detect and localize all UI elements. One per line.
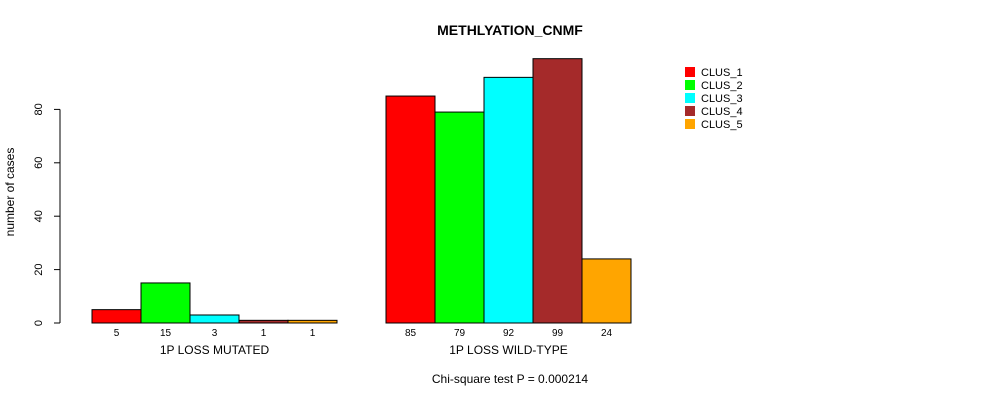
legend-item: CLUS_4 (685, 106, 743, 118)
group-label: 1P LOSS MUTATED (160, 343, 270, 357)
legend-item: CLUS_3 (685, 93, 743, 105)
bar-group: 85 79 92 99 24 1P LOSS WILD-TYPE (385, 58, 632, 357)
bar-clus-4 (532, 58, 583, 324)
bar-group: 5 15 3 1 1 1P LOSS MUTATED (91, 282, 338, 357)
bar-count-label: 92 (503, 328, 515, 339)
bar-clus-1 (385, 95, 436, 324)
bar-count-label: 79 (454, 328, 466, 339)
legend-label: CLUS_1 (701, 67, 743, 79)
legend-swatch (685, 119, 695, 129)
bar-count-label: 24 (601, 328, 613, 339)
legend-item: CLUS_2 (685, 80, 743, 92)
legend-label: CLUS_4 (701, 106, 743, 118)
legend-label: CLUS_5 (701, 119, 743, 131)
legend-swatch (685, 80, 695, 90)
bar-clus-4 (238, 319, 289, 324)
legend-label: CLUS_3 (701, 93, 743, 105)
bar-count-label: 99 (552, 328, 564, 339)
bar-count-label: 15 (160, 328, 172, 339)
y-axis: 0 20 40 60 80 (33, 103, 61, 326)
bar-clus-2 (140, 282, 191, 324)
y-tick-label: 0 (33, 320, 45, 326)
chart-title: METHLYATION_CNMF (437, 22, 583, 38)
legend-swatch (685, 67, 695, 77)
legend-item: CLUS_1 (685, 67, 743, 79)
y-tick-label: 20 (33, 263, 45, 275)
bar-clus-3 (189, 314, 240, 324)
y-tick-label: 60 (33, 157, 45, 169)
legend-swatch (685, 106, 695, 116)
bar-clus-3 (483, 76, 534, 324)
legend-swatch (685, 93, 695, 103)
bar-count-label: 1 (261, 328, 267, 339)
bar-clus-5 (581, 258, 632, 324)
bar-count-label: 5 (114, 328, 120, 339)
bar-count-label: 1 (310, 328, 316, 339)
legend-label: CLUS_2 (701, 80, 743, 92)
y-tick-label: 80 (33, 103, 45, 115)
y-axis-label: number of cases (3, 148, 17, 237)
chi-square-footnote: Chi-square test P = 0.000214 (432, 372, 589, 386)
legend-item: CLUS_5 (685, 119, 743, 131)
bar-clus-1 (91, 309, 142, 324)
bar-count-label: 3 (212, 328, 218, 339)
bar-clus-2 (434, 111, 485, 324)
y-tick-label: 40 (33, 210, 45, 222)
group-label: 1P LOSS WILD-TYPE (449, 343, 567, 357)
bar-clus-5 (287, 319, 338, 324)
bar-count-label: 85 (405, 328, 417, 339)
bar-groups: 5 15 3 1 1 1P LOSS MUTATED 85 79 92 99 24 1P LOSS W… (91, 58, 632, 357)
